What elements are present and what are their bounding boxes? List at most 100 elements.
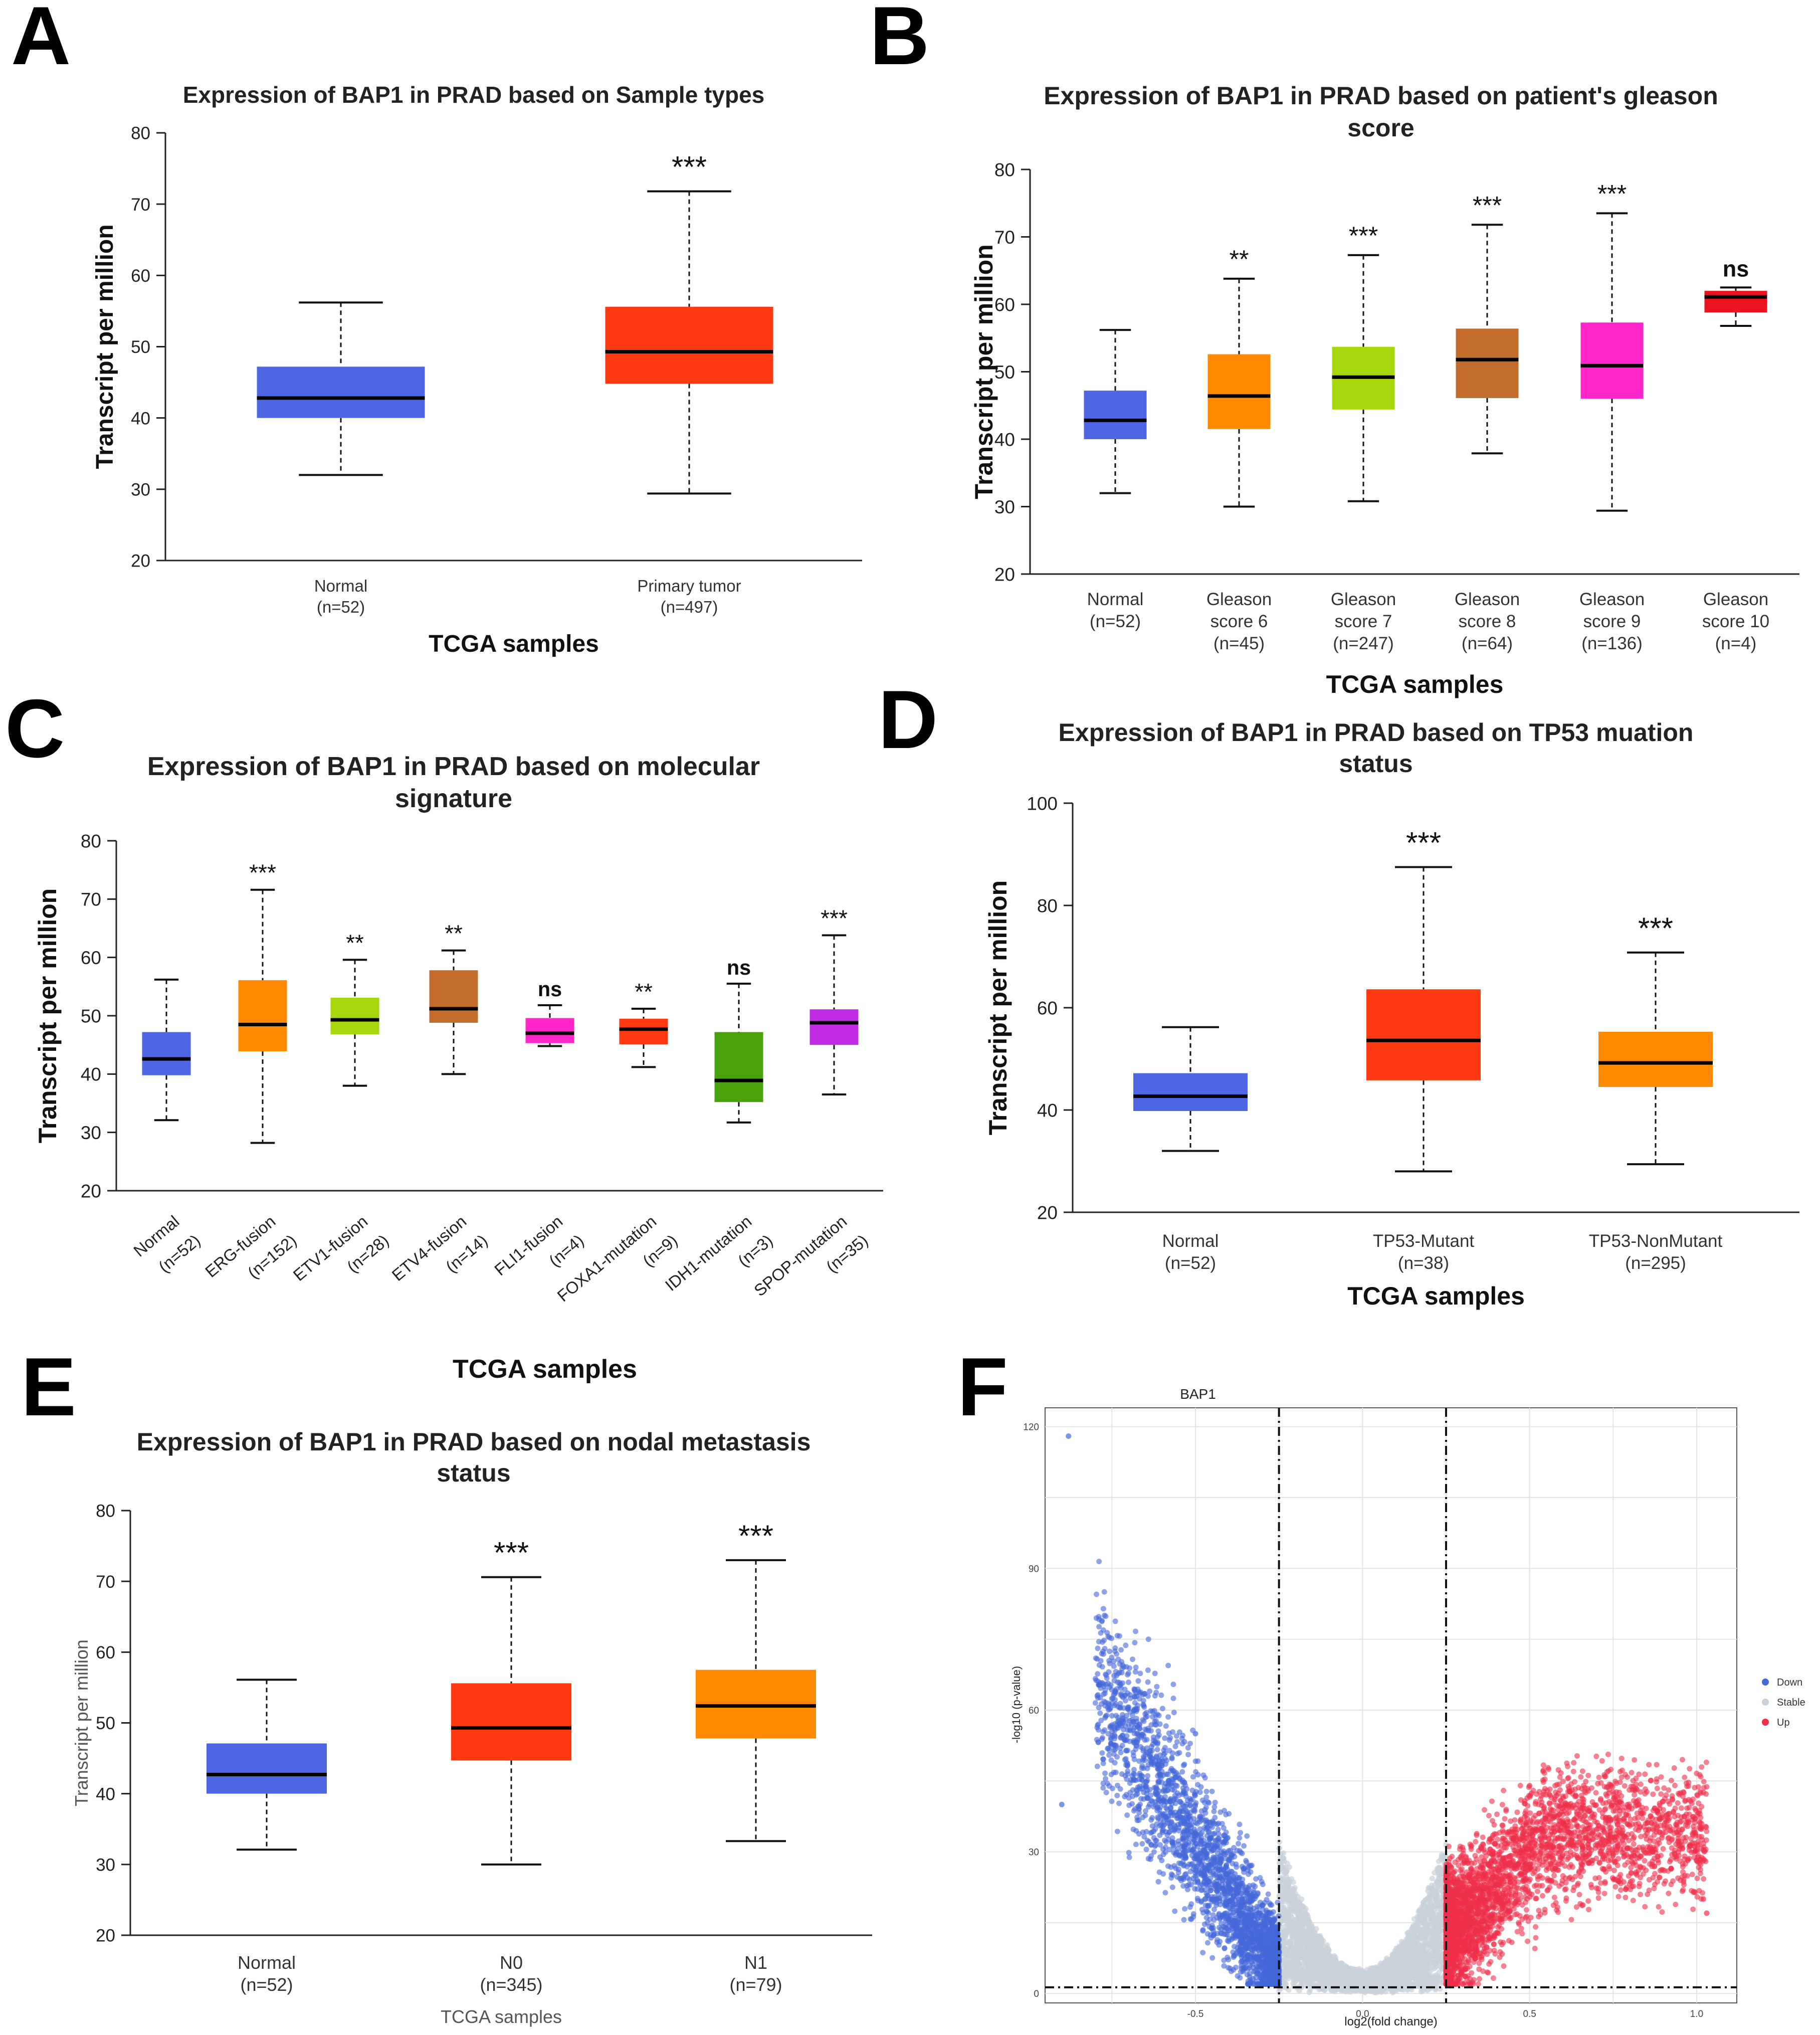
panel-f-point-stable — [1281, 1883, 1287, 1889]
panel-f-point-stable — [1306, 1918, 1312, 1924]
panel-f-point-stable — [1288, 1945, 1294, 1951]
panel-f-point-stable — [1313, 1950, 1319, 1956]
panel-d-box — [1133, 1073, 1248, 1112]
panel-f-point-down — [1137, 1671, 1143, 1677]
panel-f-point-stable — [1438, 1922, 1444, 1928]
panel-f-point-down — [1103, 1789, 1109, 1795]
panel-b-significance-label: ** — [1230, 245, 1249, 273]
panel-f-point-stable — [1418, 1927, 1424, 1933]
panel-f-point-stable — [1281, 1909, 1287, 1915]
panel-d-category-n: (n=52) — [1165, 1253, 1216, 1273]
panel-letter-d: D — [878, 673, 938, 766]
panel-f-point-stable — [1412, 1980, 1418, 1986]
panel-f-x-tick-label: -0.5 — [1187, 2009, 1204, 2019]
panel-f-point-stable — [1352, 1981, 1358, 1987]
panel-f-point-stable — [1332, 1958, 1338, 1964]
panel-f-point-stable — [1405, 1949, 1411, 1955]
panel-f-point-down — [1109, 1798, 1115, 1804]
panel-f-point-stable — [1297, 1903, 1303, 1909]
panel-b-category-n: (n=4) — [1715, 634, 1757, 653]
panel-f-point-down — [1265, 1891, 1271, 1897]
panel-b-category-label: Gleason — [1579, 590, 1645, 609]
panel-f-point-stable — [1421, 1911, 1427, 1917]
panel-f-point-down — [1094, 1763, 1100, 1769]
panel-f-y-tick-label: 90 — [1029, 1564, 1039, 1574]
panel-c-box — [238, 980, 287, 1051]
panel-f-point-down — [1174, 1733, 1179, 1739]
panel-d-significance-label: *** — [1638, 911, 1673, 945]
panel-d-title: Expression of BAP1 in PRAD based on TP53… — [1059, 718, 1694, 747]
panel-f-point-stable — [1429, 1936, 1435, 1942]
panel-f-point-stable — [1398, 1962, 1404, 1968]
panel-f-point-stable — [1297, 1926, 1303, 1932]
panel-b-category-n: (n=136) — [1581, 634, 1643, 653]
panel-f-point-down — [1117, 1786, 1123, 1792]
panel-f-point-down — [1151, 1828, 1156, 1834]
panel-b-category-label-line2: score 8 — [1459, 612, 1516, 631]
panel-f-point-stable — [1423, 1974, 1429, 1980]
panel-d-significance-label: *** — [1406, 826, 1441, 860]
panel-f-point-stable — [1321, 1979, 1327, 1985]
panel-b-y-tick-label: 30 — [994, 497, 1015, 517]
panel-b-category-n: (n=247) — [1333, 634, 1394, 653]
panel-f-point-stable — [1413, 1945, 1419, 1951]
panel-a-y-tick-label: 60 — [131, 266, 150, 286]
panel-f-point-down — [1108, 1757, 1114, 1763]
panel-c-title: Expression of BAP1 in PRAD based on mole… — [147, 752, 760, 781]
panel-f-point-down — [1095, 1671, 1101, 1677]
panel-f-point-down — [1124, 1812, 1130, 1818]
panel-f-point-stable — [1329, 1975, 1335, 1980]
panel-a-category-n: (n=52) — [317, 598, 365, 616]
panel-c-y-tick-label: 50 — [81, 1006, 101, 1026]
panel-f-point-down — [1123, 1642, 1129, 1648]
panel-f-point-stable — [1428, 1927, 1434, 1933]
panel-c-box — [619, 1018, 668, 1045]
panel-f-point-stable — [1298, 1942, 1304, 1948]
panel-b-category-label: Normal — [1087, 590, 1144, 609]
panel-d-y-tick-label: 60 — [1037, 998, 1058, 1018]
panel-f-point-down — [1108, 1682, 1114, 1688]
panel-f-point-stable — [1376, 1975, 1382, 1981]
panel-f-point-stable — [1294, 1971, 1300, 1977]
panel-b-title: score — [1347, 114, 1414, 142]
panel-f-point-down — [1132, 1640, 1138, 1645]
panel-e-y-axis-label: Transcript per million — [71, 1639, 92, 1806]
panel-e-box — [207, 1743, 327, 1794]
panel-a-y-tick-label: 30 — [131, 480, 150, 499]
panel-f-x-tick-label: 1.0 — [1690, 2009, 1703, 2019]
panel-f-point-stable — [1413, 1927, 1419, 1933]
panel-b-significance-label: *** — [1597, 179, 1627, 208]
panel-c-title: signature — [395, 784, 512, 813]
panel-f-point-stable — [1310, 1966, 1316, 1972]
panel-f-point-stable — [1321, 1953, 1327, 1959]
panel-f-point-stable — [1348, 1966, 1354, 1972]
panel-d-category-label: TP53-NonMutant — [1589, 1231, 1723, 1251]
panel-c-y-tick-label: 30 — [81, 1123, 101, 1143]
panel-f-point-stable — [1280, 1865, 1286, 1871]
panel-f-point-stable — [1286, 1909, 1292, 1915]
panel-f-point-down — [1140, 1814, 1146, 1820]
panel-a-x-axis-label: TCGA samples — [429, 631, 599, 657]
panel-f-point-stable — [1388, 1988, 1394, 1994]
panel-f-point-stable — [1305, 1949, 1311, 1955]
panel-b-significance-label: ns — [1723, 256, 1749, 281]
panel-f-point-stable — [1426, 1885, 1432, 1891]
panel-f-point-stable — [1301, 1918, 1307, 1924]
panel-b-category-n: (n=45) — [1214, 634, 1265, 653]
panel-f-point-stable — [1387, 1979, 1393, 1985]
panel-d-box — [1598, 1031, 1713, 1087]
panel-f-point-stable — [1291, 1977, 1297, 1983]
panel-f-y-tick-label: 60 — [1029, 1706, 1039, 1716]
panel-a-y-tick-label: 50 — [131, 337, 150, 357]
panel-c-y-axis-label: Transcript per million — [34, 888, 62, 1143]
panel-f-point-stable — [1289, 1922, 1295, 1927]
panel-d-category-n: (n=295) — [1625, 1253, 1686, 1273]
panel-f-point-down — [1181, 1917, 1187, 1923]
panel-d-y-tick-label: 40 — [1037, 1100, 1058, 1121]
panel-b-significance-label: *** — [1349, 222, 1378, 250]
panel-f-point-stable — [1425, 1957, 1431, 1962]
panel-f-point-down — [1119, 1771, 1125, 1777]
panel-c-significance-label: ns — [727, 956, 751, 979]
panel-b-category-label-line2: score 6 — [1210, 612, 1268, 631]
panel-b-category-n: (n=64) — [1462, 634, 1513, 653]
